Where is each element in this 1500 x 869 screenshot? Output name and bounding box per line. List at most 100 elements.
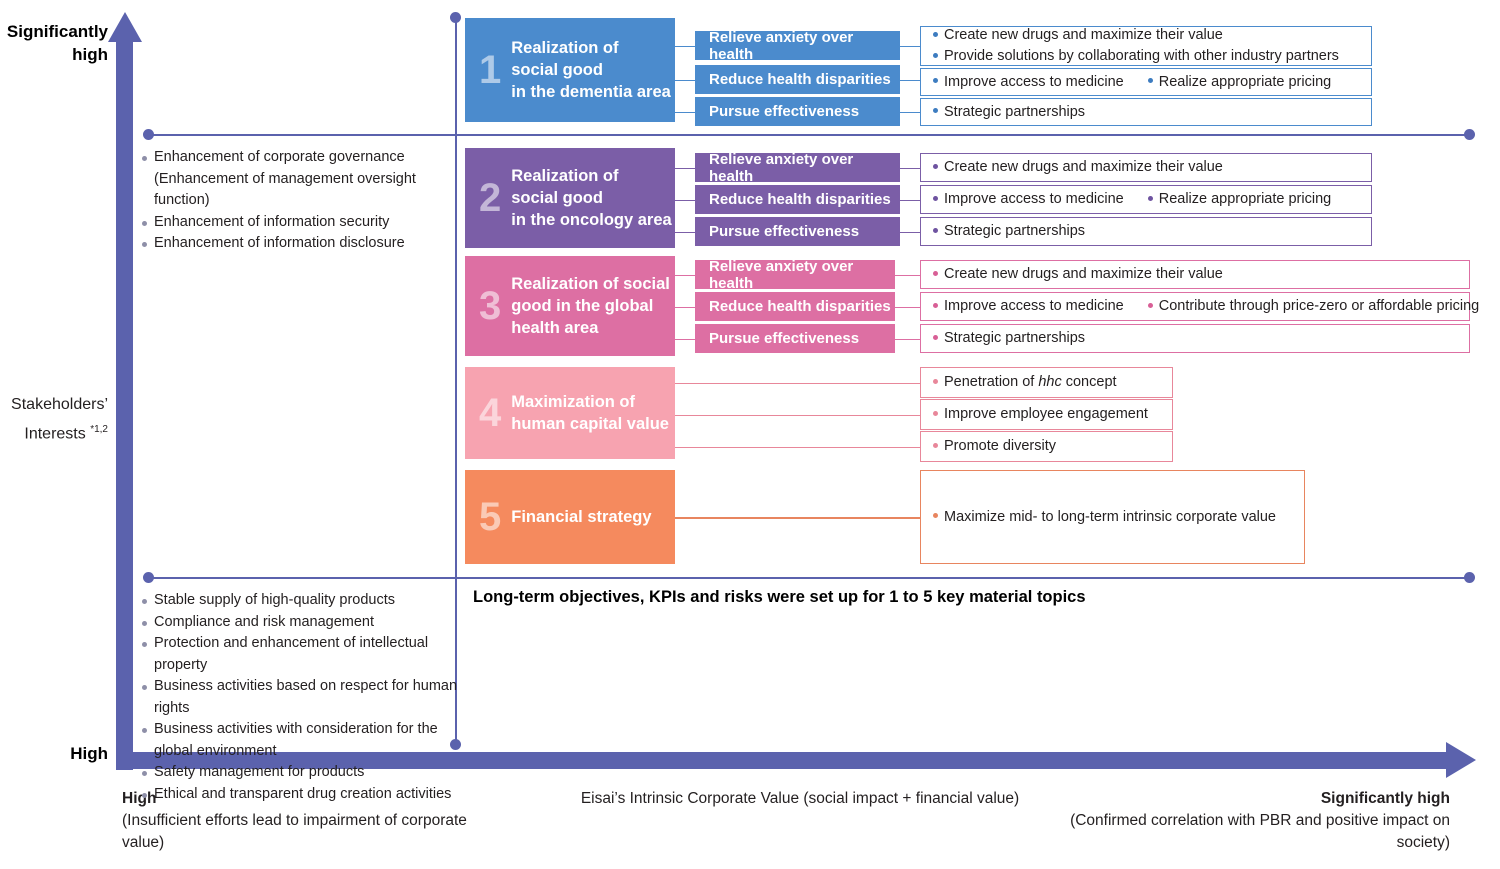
connector-line — [675, 382, 920, 384]
objective-box[interactable]: Reduce health disparities — [695, 185, 900, 214]
kpi-text-group: Create new drugs and maximize their valu… — [931, 157, 1223, 178]
objective-box[interactable]: Relieve anxiety over health — [695, 258, 895, 292]
x-axis-arrowhead — [1446, 742, 1476, 778]
connector-line — [675, 199, 695, 201]
kpi-line: Strategic partnerships — [931, 328, 1085, 349]
bullet-icon — [1147, 195, 1153, 201]
objective-box[interactable]: Reduce health disparities — [695, 65, 900, 94]
kpi-line: Improve access to medicine Realize approp… — [931, 72, 1331, 93]
materiality-box-2[interactable]: 2 Realization of social good in the oncolog… — [465, 148, 675, 248]
y-axis-top-label: Significantly high — [6, 22, 108, 64]
bullet-icon — [933, 31, 938, 37]
kpi-box[interactable]: Improve employee engagement — [920, 399, 1173, 430]
bullet-icon — [933, 302, 938, 308]
y-axis-title: Stakeholders’ Interests *1,2 — [11, 396, 108, 443]
kpi-text-group: Promote diversity — [931, 436, 1056, 457]
list-item: Compliance and risk management — [141, 612, 471, 634]
materiality-box-1[interactable]: 1 Realization of social good in the dementi… — [465, 18, 675, 122]
kpi-line: Provide solutions by collaborating with … — [931, 46, 1339, 67]
kpi-box[interactable]: Create new drugs and maximize their valu… — [920, 260, 1470, 289]
kpi-text-group: Improve access to medicine Realize approp… — [931, 189, 1331, 210]
list-item: Protection and enhancement of intellectu… — [141, 633, 471, 676]
kpi-box[interactable]: Maximize mid- to long-term intrinsic cor… — [920, 470, 1305, 564]
connector-line — [895, 338, 920, 340]
materiality-box-3[interactable]: 3 Realization of social good in the global… — [465, 256, 675, 356]
objective-box[interactable]: Relieve anxiety over health — [695, 151, 900, 185]
list-item: Stable supply of high-quality products — [141, 590, 471, 612]
connector-line — [675, 167, 695, 169]
connector-line — [675, 446, 920, 448]
connector-line — [675, 231, 695, 233]
connector-line — [900, 199, 920, 201]
bullet-icon — [933, 378, 938, 384]
kpi-box[interactable]: Strategic partnerships — [920, 324, 1470, 353]
materiality-number: 1 — [479, 48, 502, 92]
objective-box[interactable]: Reduce health disparities — [695, 292, 895, 321]
kpi-line: Maximize mid- to long-term intrinsic cor… — [931, 507, 1276, 528]
list-item: Business activities based on respect for… — [141, 676, 471, 719]
connector-line — [900, 45, 920, 47]
kpi-box[interactable]: Create new drugs and maximize their valu… — [920, 153, 1372, 182]
x-axis-left-caption: High (Insufficient efforts lead to impai… — [122, 790, 467, 851]
y-axis-arrowhead — [108, 12, 142, 42]
kpi-text-group: Create new drugs and maximize their valu… — [931, 25, 1339, 67]
kpi-line: Create new drugs and maximize their valu… — [931, 25, 1339, 46]
kpi-line: Strategic partnerships — [931, 102, 1085, 123]
kpi-box[interactable]: Improve access to medicine Realize approp… — [920, 185, 1372, 214]
objective-box[interactable]: Pursue effectiveness — [695, 97, 900, 126]
bullet-icon — [933, 52, 938, 58]
kpi-text-group: Strategic partnerships — [931, 328, 1085, 349]
upper-divider-dot-left — [143, 129, 154, 140]
materiality-box-5[interactable]: 5 Financial strategy — [465, 470, 675, 564]
materiality-title: Realization of social good in the oncology… — [511, 167, 672, 229]
kpi-line: Promote diversity — [931, 436, 1056, 457]
lower-divider-line — [148, 577, 1470, 579]
connector-line — [900, 79, 920, 81]
list-item: Enhancement of information disclosure — [141, 233, 471, 255]
vertical-line-dot-bottom — [450, 739, 461, 750]
materiality-title: Realization of social good in the dementia… — [511, 39, 671, 101]
objective-box[interactable]: Pursue effectiveness — [695, 324, 895, 353]
connector-line — [895, 274, 920, 276]
bullet-icon — [933, 513, 938, 519]
kpi-box[interactable]: Strategic partnerships — [920, 98, 1372, 126]
connector-line — [675, 338, 695, 340]
kpi-box[interactable]: Improve access to medicine Realize approp… — [920, 68, 1372, 96]
bullet-icon — [1147, 78, 1153, 84]
kpi-text-group: Improve employee engagement — [931, 404, 1148, 425]
kpi-box[interactable]: Strategic partnerships — [920, 217, 1372, 246]
list-item: Safety management for products — [141, 762, 471, 784]
connector-line — [900, 111, 920, 113]
kpi-box[interactable]: Create new drugs and maximize their valu… — [920, 26, 1372, 66]
connector-line — [675, 111, 695, 113]
kpi-box[interactable]: Promote diversity — [920, 431, 1173, 462]
kpi-text-group: Maximize mid- to long-term intrinsic cor… — [931, 507, 1276, 528]
materiality-box-4[interactable]: 4 Maximization of human capital value — [465, 367, 675, 459]
connector-line — [895, 306, 920, 308]
kpi-text-group: Improve access to medicine Realize approp… — [931, 72, 1331, 93]
lower-divider-dot-left — [143, 572, 154, 583]
objective-box[interactable]: Relieve anxiety over health — [695, 29, 900, 63]
kpi-line: Improve access to medicine Realize approp… — [931, 189, 1331, 210]
list-item-continuation: (Enhancement of management oversight fun… — [154, 170, 416, 209]
connector-line — [675, 274, 695, 276]
bullet-icon — [933, 334, 938, 340]
kpi-box[interactable]: Improve access to medicine Contribute thr… — [920, 292, 1479, 321]
connector-line — [675, 517, 920, 519]
upper-divider-line — [148, 134, 1470, 136]
connector-line — [675, 79, 695, 81]
lower-left-topic-list: Stable supply of high-quality products C… — [141, 590, 471, 805]
connector-line — [675, 45, 695, 47]
hhc-term: hhc — [1038, 374, 1062, 390]
objective-box[interactable]: Pursue effectiveness — [695, 217, 900, 246]
kpi-box[interactable]: Penetration of hhc concept — [920, 367, 1173, 398]
list-item: Enhancement of information security — [141, 212, 471, 234]
kpi-text-group: Create new drugs and maximize their valu… — [931, 264, 1223, 285]
materiality-title: Realization of social good in the global h… — [511, 275, 670, 337]
connector-line — [675, 414, 920, 416]
bullet-icon — [933, 270, 938, 276]
connector-line — [900, 231, 920, 233]
y-axis — [116, 40, 133, 770]
bullet-icon — [933, 442, 938, 448]
bullet-icon — [933, 227, 938, 233]
